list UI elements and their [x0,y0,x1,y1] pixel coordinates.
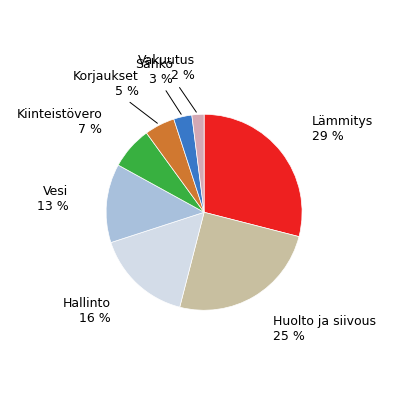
Text: Vesi
13 %: Vesi 13 % [37,185,68,214]
Wedge shape [192,114,204,212]
Text: Sähkö
3 %: Sähkö 3 % [135,58,181,114]
Text: Huolto ja siivous
25 %: Huolto ja siivous 25 % [273,316,377,343]
Text: Vakuutus
2 %: Vakuutus 2 % [138,55,196,112]
Text: Korjaukset
5 %: Korjaukset 5 % [73,70,157,123]
Wedge shape [111,212,204,307]
Wedge shape [174,115,204,212]
Wedge shape [106,165,204,242]
Wedge shape [204,114,302,237]
Text: Hallinto
16 %: Hallinto 16 % [63,297,111,325]
Wedge shape [146,119,204,212]
Wedge shape [180,212,299,310]
Wedge shape [118,133,204,212]
Text: Kiinteistövero
7 %: Kiinteistövero 7 % [16,108,102,136]
Text: Lämmitys
29 %: Lämmitys 29 % [312,115,373,143]
